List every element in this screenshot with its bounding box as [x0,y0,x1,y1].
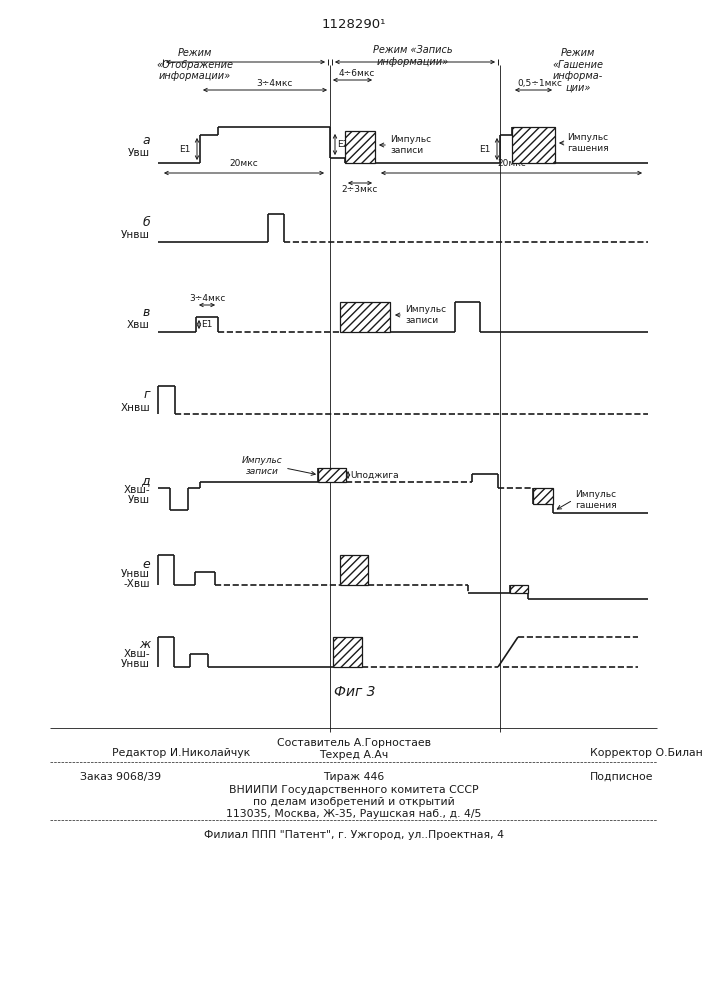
Text: Uподжига: Uподжига [350,471,399,480]
Text: E1: E1 [479,144,491,153]
Text: Техред А.Ач: Техред А.Ач [320,750,389,760]
Text: Корректор О.Билан: Корректор О.Билан [590,748,703,758]
Text: E2: E2 [337,140,349,149]
Text: Импульс
записи: Импульс записи [405,305,446,325]
Bar [512,127,555,163]
Text: ж: ж [139,639,150,652]
Text: Увш: Увш [128,495,150,505]
Text: г: г [144,388,150,401]
Text: Хнвш: Хнвш [120,403,150,413]
Text: 20мкс: 20мкс [497,159,526,168]
Text: Подписное: Подписное [590,772,653,782]
Text: -Хвш: -Хвш [124,579,150,589]
Bar [340,302,390,332]
Bar [533,488,553,504]
Bar [318,468,346,482]
Text: Унвш: Унвш [121,659,150,669]
Text: 4÷6мкс: 4÷6мкс [339,69,375,78]
Text: Унвш: Унвш [121,569,150,579]
Text: ВНИИПИ Государственного комитета СССР: ВНИИПИ Государственного комитета СССР [229,785,479,795]
Text: Унвш: Унвш [121,230,150,240]
Text: Режим «Запись
информации»: Режим «Запись информации» [373,45,452,67]
Bar [340,555,368,585]
Bar [510,585,528,593]
Text: Хвш-: Хвш- [124,649,150,659]
Text: Хвш-: Хвш- [124,485,150,495]
Text: 2÷3мкс: 2÷3мкс [341,185,378,194]
Bar [345,131,375,163]
Text: д: д [141,475,150,488]
Text: в: в [143,306,150,318]
Text: Тираж 446: Тираж 446 [323,772,385,782]
Text: 3÷4мкс: 3÷4мкс [256,79,292,88]
Text: Филиал ППП "Патент", г. Ужгород, ул..Проектная, 4: Филиал ППП "Патент", г. Ужгород, ул..Про… [204,830,504,840]
Text: 20мкс: 20мкс [230,159,258,168]
Text: Увш: Увш [128,148,150,158]
Text: 0,5÷1мкс: 0,5÷1мкс [518,79,563,88]
Text: Импульс
записи: Импульс записи [390,135,431,155]
Text: а: а [142,133,150,146]
Text: Составитель А.Горностаев: Составитель А.Горностаев [277,738,431,748]
Text: по делам изобретений и открытий: по делам изобретений и открытий [253,797,455,807]
Text: Редактор И.Николайчук: Редактор И.Николайчук [112,748,250,758]
Text: б: б [142,217,150,230]
Text: 3÷4мкс: 3÷4мкс [189,294,226,303]
Bar [333,637,362,667]
Text: 113035, Москва, Ж-35, Раушская наб., д. 4/5: 113035, Москва, Ж-35, Раушская наб., д. … [226,809,481,819]
Text: Заказ 9068/39: Заказ 9068/39 [80,772,161,782]
Text: Импульс
гашения: Импульс гашения [575,490,617,510]
Text: E1: E1 [201,320,212,329]
Text: Импульс
гашения: Импульс гашения [567,133,609,153]
Text: Импульс
записи: Импульс записи [242,456,282,476]
Text: E1: E1 [179,144,190,153]
Text: Режим
«Гашение
информа-
ции»: Режим «Гашение информа- ции» [552,48,604,93]
Text: Фиг 3: Фиг 3 [334,685,375,699]
Text: е: е [142,558,150,572]
Text: Режим
«Отображение
информации»: Режим «Отображение информации» [156,48,233,81]
Text: Хвш: Хвш [127,320,150,330]
Text: 1128290¹: 1128290¹ [322,18,386,31]
